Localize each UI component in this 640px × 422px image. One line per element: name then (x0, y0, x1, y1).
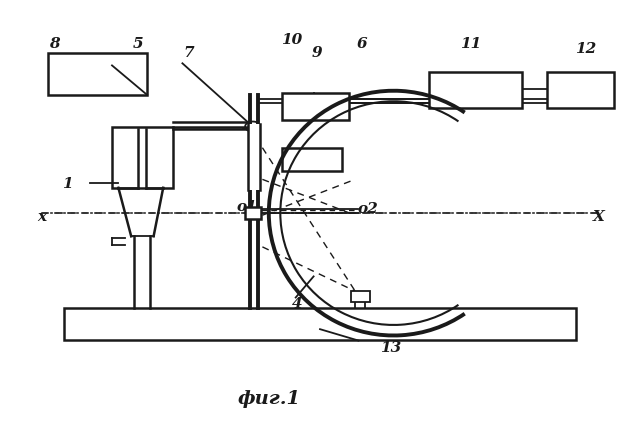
Text: 5: 5 (132, 37, 143, 51)
Text: 13: 13 (380, 341, 401, 355)
Text: 1: 1 (62, 176, 72, 191)
Text: 9: 9 (312, 46, 322, 60)
Text: o2: o2 (358, 202, 378, 216)
Text: 4: 4 (292, 297, 303, 311)
Bar (429, 72, 522, 108)
Text: o1: o1 (236, 200, 257, 214)
Text: 8: 8 (49, 37, 60, 51)
Bar (112, 127, 173, 188)
Text: 12: 12 (575, 41, 596, 56)
Bar (547, 72, 614, 108)
Text: фиг.1: фиг.1 (237, 390, 300, 408)
Bar (282, 93, 349, 120)
Text: 10: 10 (280, 33, 302, 47)
Text: 7: 7 (184, 46, 194, 60)
Bar (64, 308, 576, 340)
Bar (245, 207, 261, 219)
Bar (282, 148, 342, 171)
Bar (248, 124, 260, 190)
Text: 6: 6 (356, 37, 367, 51)
Text: 11: 11 (460, 37, 481, 51)
Text: X: X (593, 210, 604, 225)
Bar (48, 53, 147, 95)
Text: x: x (37, 210, 46, 225)
Bar (351, 291, 370, 302)
